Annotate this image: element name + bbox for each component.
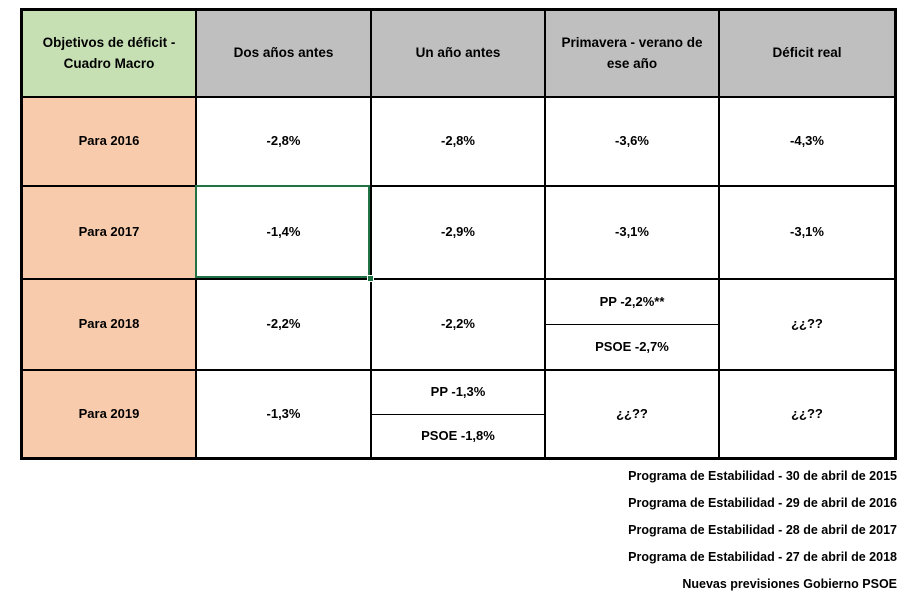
- cell-2016-primavera-verano[interactable]: -3,6%: [546, 98, 720, 187]
- cell-value: ¿¿??: [791, 316, 823, 332]
- cell-value: -1,4%: [266, 224, 301, 240]
- column-header-deficit-real[interactable]: Déficit real: [720, 11, 894, 98]
- cell-2019-deficit-real[interactable]: ¿¿??: [720, 371, 894, 457]
- footer-notes: Programa de Estabilidad - 30 de abril de…: [628, 463, 897, 598]
- cell-value: ¿¿??: [791, 405, 823, 421]
- cell-2018-dos-anos-antes[interactable]: -2,2%: [197, 280, 372, 371]
- column-header-label: Primavera - verano de ese año: [561, 34, 703, 71]
- cell-2017-dos-anos-antes-selected[interactable]: -1,4%: [195, 185, 374, 282]
- cell-value: -3,1%: [790, 224, 824, 240]
- column-header-label: Déficit real: [772, 45, 842, 61]
- row-label-para-2016[interactable]: Para 2016: [23, 98, 197, 187]
- cell-2019-primavera-verano[interactable]: ¿¿??: [546, 371, 720, 457]
- cell-2019-un-ano-antes-split: PP -1,3% PSOE -1,8%: [372, 371, 546, 457]
- cell-value: -2,2%: [266, 316, 301, 332]
- row-label-text: Para 2018: [78, 316, 140, 332]
- selection-fill-handle[interactable]: [367, 275, 374, 282]
- cell-value: -4,3%: [790, 133, 824, 149]
- column-header-dos-anos-antes[interactable]: Dos años antes: [197, 11, 372, 98]
- cell-value: PP -2,2%**: [599, 293, 665, 309]
- cell-2017-un-ano-antes[interactable]: -2,9%: [372, 187, 546, 280]
- row-label-para-2018[interactable]: Para 2018: [23, 280, 197, 371]
- cell-value: -2,2%: [441, 316, 475, 332]
- footer-note-2016: Programa de Estabilidad - 29 de abril de…: [628, 496, 897, 510]
- corner-header-cell[interactable]: Objetivos de déficit - Cuadro Macro: [23, 11, 197, 98]
- cell-2016-dos-anos-antes[interactable]: -2,8%: [197, 98, 372, 187]
- column-header-label: Dos años antes: [233, 45, 334, 61]
- cell-2017-primavera-verano[interactable]: -3,1%: [546, 187, 720, 280]
- cell-value: -2,9%: [441, 224, 475, 240]
- deficit-table: Objetivos de déficit - Cuadro Macro Dos …: [20, 8, 897, 460]
- footer-note-2017: Programa de Estabilidad - 28 de abril de…: [628, 523, 897, 537]
- cell-2018-primavera-verano-split: PP -2,2%** PSOE -2,7%: [546, 280, 720, 371]
- cell-2016-un-ano-antes[interactable]: -2,8%: [372, 98, 546, 187]
- cell-2018-primavera-psoe[interactable]: PSOE -2,7%: [546, 325, 718, 369]
- column-header-primavera-verano[interactable]: Primavera - verano de ese año: [546, 11, 720, 98]
- cell-value: -2,8%: [441, 133, 475, 149]
- cell-2018-un-ano-antes[interactable]: -2,2%: [372, 280, 546, 371]
- footer-note-psoe: Nuevas previsiones Gobierno PSOE: [682, 577, 897, 591]
- cell-value: PSOE -1,8%: [421, 427, 495, 443]
- row-label-text: Para 2016: [78, 133, 140, 149]
- cell-2018-deficit-real[interactable]: ¿¿??: [720, 280, 894, 371]
- row-label-para-2017[interactable]: Para 2017: [23, 187, 197, 280]
- cell-2017-deficit-real[interactable]: -3,1%: [720, 187, 894, 280]
- row-label-para-2019[interactable]: Para 2019: [23, 371, 197, 457]
- cell-2018-primavera-pp[interactable]: PP -2,2%**: [546, 280, 718, 325]
- cell-2019-dos-anos-antes[interactable]: -1,3%: [197, 371, 372, 457]
- cell-value: -2,8%: [266, 133, 301, 149]
- footer-note-2018: Programa de Estabilidad - 27 de abril de…: [628, 550, 897, 564]
- footer-note-2015: Programa de Estabilidad - 30 de abril de…: [628, 469, 897, 483]
- cell-value: PSOE -2,7%: [595, 338, 669, 354]
- row-label-text: Para 2017: [78, 224, 140, 240]
- cell-2019-un-ano-pp[interactable]: PP -1,3%: [372, 371, 544, 415]
- column-header-un-ano-antes[interactable]: Un año antes: [372, 11, 546, 98]
- corner-header-label: Objetivos de déficit - Cuadro Macro: [42, 34, 176, 71]
- column-header-label: Un año antes: [415, 45, 501, 61]
- cell-value: PP -1,3%: [430, 384, 486, 400]
- cell-value: -3,6%: [615, 133, 649, 149]
- cell-value: ¿¿??: [616, 405, 648, 421]
- cell-2019-un-ano-psoe[interactable]: PSOE -1,8%: [372, 415, 544, 458]
- cell-value: -3,1%: [615, 224, 649, 240]
- cell-2016-deficit-real[interactable]: -4,3%: [720, 98, 894, 187]
- cell-value: -1,3%: [266, 405, 301, 421]
- row-label-text: Para 2019: [78, 405, 140, 421]
